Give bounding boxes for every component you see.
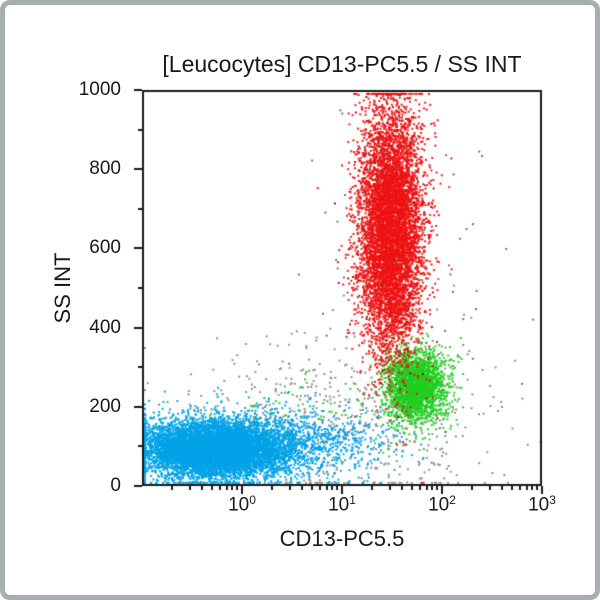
y-axis-tick-label: 200 xyxy=(89,396,121,417)
x-axis-tick-label: 101 xyxy=(328,493,356,516)
scatter-plot-canvas xyxy=(5,5,595,595)
y-axis-tick-label: 1000 xyxy=(78,79,121,100)
chart-title: [Leucocytes] CD13-PC5.5 / SS INT xyxy=(162,51,522,77)
y-axis-tick-label: 0 xyxy=(110,475,121,496)
y-axis-tick-label: 600 xyxy=(89,237,121,258)
y-axis-tick-label: 800 xyxy=(89,158,121,179)
x-axis-tick-label: 100 xyxy=(228,493,256,516)
y-axis-title: SS INT xyxy=(50,252,75,324)
y-axis-tick-label: 400 xyxy=(89,317,121,338)
x-axis-title: CD13-PC5.5 xyxy=(279,526,405,551)
x-axis-tick-label: 102 xyxy=(428,493,456,516)
x-axis-tick-label: 103 xyxy=(528,493,556,516)
